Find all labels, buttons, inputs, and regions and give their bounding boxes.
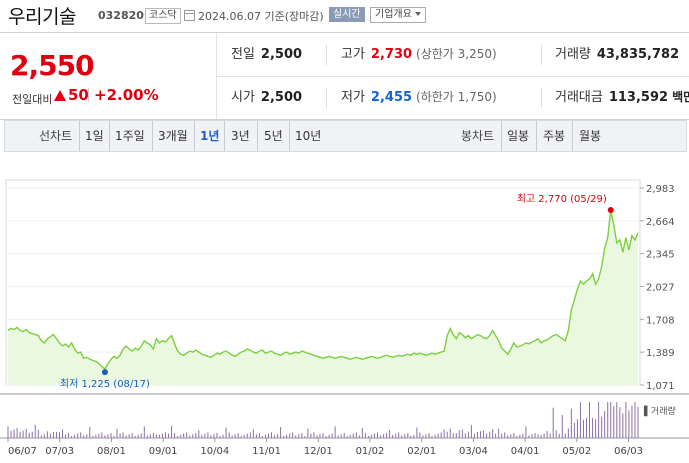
divider <box>326 88 327 108</box>
date-value: 2024.06.07 <box>198 10 261 23</box>
stock-code: 032820 <box>98 9 144 22</box>
x-tick-label: 05/02 <box>562 446 591 457</box>
change-label: 전일대비 <box>12 93 53 106</box>
candle-chart-label: 봉차트 <box>461 129 495 143</box>
tab-daily[interactable]: 일봉 <box>507 129 530 143</box>
x-tick-label: 01/02 <box>356 446 385 457</box>
line-chart-label: 선차트 <box>39 129 73 143</box>
change-amount: 50 <box>68 86 89 104</box>
high-label: 고가 <box>341 47 365 62</box>
tab-5y[interactable]: 5년 <box>264 129 283 143</box>
quote-row-1: 전일 2,500 고가 2,730 (상한가 3,250) 거래량 43,835,782 <box>216 33 689 77</box>
divider <box>541 88 542 108</box>
high-value: 2,730 <box>370 47 413 62</box>
divider <box>501 121 502 151</box>
current-price: 2,550 <box>10 49 95 82</box>
high-marker <box>607 206 614 213</box>
open-cell: 시가 2,500 <box>231 76 302 119</box>
amount-unit: 백만 <box>672 90 689 104</box>
divider <box>536 121 537 151</box>
market-badge: 코스닥 <box>145 8 181 24</box>
y-tick-label: 1,389 <box>646 348 675 359</box>
divider <box>88 88 89 102</box>
divider <box>541 45 542 65</box>
price-chart-svg: 2,983 2,664 2,345 2,027 1,708 1,389 1,071 최고 2,… <box>0 179 689 457</box>
up-arrow-icon <box>54 90 66 101</box>
divider <box>79 121 80 151</box>
low-marker <box>101 369 108 376</box>
tab-1d[interactable]: 1일 <box>85 129 104 143</box>
x-tick-label: 04/01 <box>511 446 540 457</box>
x-tick-label: 06/03 <box>614 446 643 457</box>
amount-label: 거래대금 <box>555 90 603 105</box>
divider <box>326 45 327 65</box>
open-label: 시가 <box>231 90 255 105</box>
lower-limit: (하한가 1,750) <box>416 90 497 104</box>
realtime-button[interactable]: 실시간 <box>329 7 365 22</box>
divider <box>257 121 258 151</box>
x-tick-label: 09/01 <box>149 446 178 457</box>
current-price-box: 2,550 전일대비 50 +2.00% <box>0 33 217 119</box>
x-tick-label: 07/03 <box>45 446 74 457</box>
y-tick-label: 2,983 <box>646 184 675 195</box>
amount-cell: 거래대금 113,592 백만 <box>555 76 689 119</box>
volume-value: 43,835,782 <box>596 47 680 62</box>
low-annotation: 최저 1,225 (08/17) <box>60 378 150 390</box>
tab-3y[interactable]: 3년 <box>231 129 250 143</box>
x-tick-label: 02/01 <box>407 446 436 457</box>
prev-close-cell: 전일 2,500 <box>231 33 302 76</box>
date-suffix: 기준(장마감) <box>264 10 324 23</box>
volume-cell: 거래량 43,835,782 <box>555 33 679 76</box>
quote-row-2: 시가 2,500 저가 2,455 (하한가 1,750) 거래대금 113,592 백만 <box>216 76 689 119</box>
divider <box>152 121 153 151</box>
stock-name: 우리기술 <box>8 6 76 28</box>
divider <box>289 121 290 151</box>
low-value: 2,455 <box>370 90 413 105</box>
company-info-dropdown[interactable]: 기업개요 <box>370 7 426 23</box>
price-area <box>8 209 638 385</box>
tab-weekly[interactable]: 주봉 <box>543 129 566 143</box>
stock-header: 우리기술 032820 코스닥 2024.06.07 기준(장마감) 실시간 기… <box>0 0 689 32</box>
tab-1w[interactable]: 1주일 <box>115 129 145 143</box>
x-tick-label: 03/04 <box>459 446 488 457</box>
high-cell: 고가 2,730 (상한가 3,250) <box>341 33 497 76</box>
divider <box>572 121 573 151</box>
x-tick-label: 08/01 <box>97 446 126 457</box>
high-annotation: 최고 2,770 (05/29) <box>517 193 607 205</box>
y-tick-label: 2,027 <box>646 283 675 294</box>
price-line <box>7 209 639 371</box>
quote-panel: 2,550 전일대비 50 +2.00% 전일 2,500 고가 2,730 (상한가… <box>0 32 689 120</box>
divider <box>194 121 195 151</box>
amount-value: 113,592 <box>608 90 669 105</box>
chevron-down-icon <box>414 12 421 16</box>
volume-label: 거래량 <box>555 47 591 62</box>
open-value: 2,500 <box>260 90 303 105</box>
volume-label: ▌거래량 <box>643 405 676 417</box>
y-tick-label: 1,071 <box>646 381 675 392</box>
x-tick-label: 11/01 <box>252 446 281 457</box>
low-cell: 저가 2,455 (하한가 1,750) <box>341 76 497 119</box>
prev-close-label: 전일 <box>231 47 255 62</box>
tab-1y[interactable]: 1년 <box>200 129 220 143</box>
calendar-icon <box>184 10 195 21</box>
low-label: 저가 <box>341 90 365 105</box>
company-info-label: 기업개요 <box>375 9 412 20</box>
y-tick-label: 2,664 <box>646 217 675 228</box>
divider <box>109 121 110 151</box>
period-selector: 선차트 1일 1주일 3개월 1년 3년 5년 10년 봉차트 일봉 주봉 월봉 <box>4 120 687 152</box>
change-rate: +2.00% <box>94 86 159 104</box>
upper-limit: (상한가 3,250) <box>416 47 497 61</box>
prev-close-value: 2,500 <box>260 47 303 62</box>
quote-date: 2024.06.07 기준(장마감) <box>198 8 324 24</box>
x-tick-label: 06/07 <box>8 446 37 457</box>
tab-monthly[interactable]: 월봉 <box>579 129 602 143</box>
divider <box>224 121 225 151</box>
tab-3m[interactable]: 3개월 <box>158 129 188 143</box>
y-tick-label: 2,345 <box>646 250 675 261</box>
y-tick-label: 1,708 <box>646 315 675 326</box>
x-tick-label: 12/01 <box>304 446 333 457</box>
tab-10y[interactable]: 10년 <box>295 129 322 143</box>
x-tick-label: 10/04 <box>200 446 229 457</box>
price-chart[interactable]: 2,983 2,664 2,345 2,027 1,708 1,389 1,071 최고 2,… <box>0 160 689 460</box>
